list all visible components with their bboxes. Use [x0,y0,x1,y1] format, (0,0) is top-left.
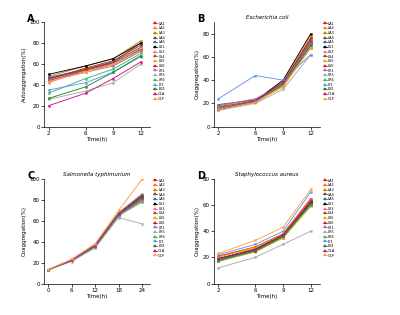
Text: C: C [27,170,34,180]
Y-axis label: Autoaggregation(%): Autoaggregation(%) [22,47,26,102]
Y-axis label: Coaggregation(%): Coaggregation(%) [22,206,26,256]
X-axis label: Time(h): Time(h) [256,137,278,142]
Title: Salmonella typhimurium: Salmonella typhimurium [63,172,131,177]
Legend: LA1, LA2, LA3, LA4, LA5, LS1, LS3, LS4, LS5, LS6, LR1, LR5, LR6, LY1, EB1, GLA, : LA1, LA2, LA3, LA4, LA5, LS1, LS3, LS4, … [153,179,166,258]
Legend: LA1, LA2, LA3, LA4, LA5, LS1, LS3, LS4, LS5, LS6, LR1, LR5, LR6, LY1, EB1, GLA, : LA1, LA2, LA3, LA4, LA5, LS1, LS3, LS4, … [323,179,335,258]
Title: Staphylococcus aureus: Staphylococcus aureus [235,172,299,177]
Legend: LA1, LA2, LA3, LA4, LA5, LS1, LS3, LS4, LS5, LS6, LR1, LR5, LR6, LY1, EB1, GLA, : LA1, LA2, LA3, LA4, LA5, LS1, LS3, LS4, … [323,22,335,101]
Text: D: D [197,170,205,180]
Y-axis label: Coaggregation(%): Coaggregation(%) [195,49,200,99]
Legend: LA1, LA2, LA3, LA4, LA5, LS1, LS3, LS4, LS5, LS6, LR1, LR5, LR6, LY1, EB1, GLA, : LA1, LA2, LA3, LA4, LA5, LS1, LS3, LS4, … [153,22,166,101]
Text: B: B [197,14,204,24]
X-axis label: Time(h): Time(h) [86,137,108,142]
X-axis label: Time(h): Time(h) [256,294,278,299]
X-axis label: Time(h): Time(h) [86,294,108,299]
Text: A: A [27,14,34,24]
Title: Escherichia coli: Escherichia coli [246,15,288,20]
Y-axis label: Coaggregation(%): Coaggregation(%) [195,206,200,256]
